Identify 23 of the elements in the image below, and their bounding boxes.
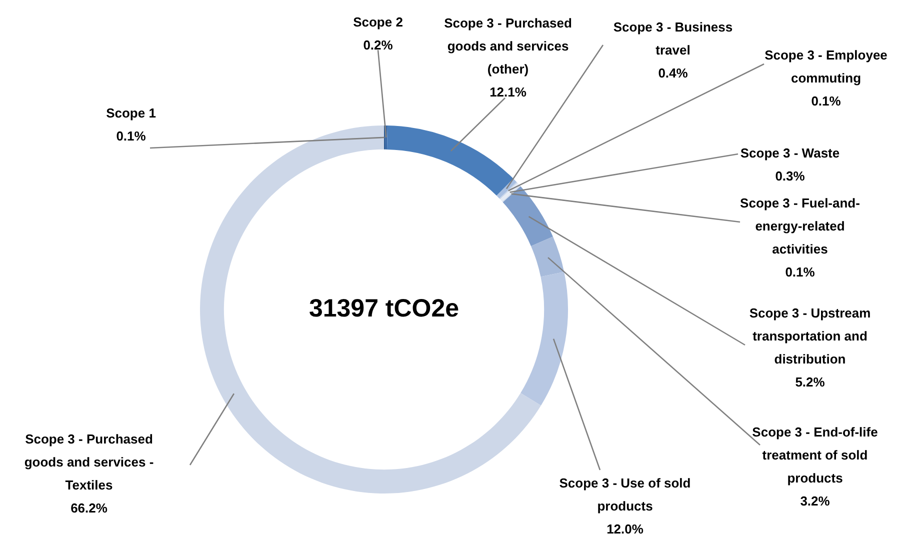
data-label: 0.1% (785, 264, 816, 280)
slice-label: Scope 3 - Upstream transportation and distribution (749, 306, 871, 367)
data-label: 0.1% (811, 94, 842, 109)
data-label: 12.1% (490, 84, 527, 100)
data-label: 0.2% (363, 38, 394, 53)
data-label: 66.2% (70, 500, 108, 516)
slice-label: Scope 3 - Employee commuting (764, 48, 888, 86)
slice-label: Scope 3 - Waste (740, 146, 840, 161)
slice-label: Scope 3 - Business travel (613, 20, 733, 58)
slice-label: Scope 1 (106, 106, 156, 121)
data-label: 0.1% (116, 128, 146, 144)
slice-label: Scope 3 - Purchased goods and services (other) (444, 16, 572, 77)
data-label: 12.0% (606, 522, 644, 537)
text: 31397 tCO2e (308, 294, 460, 322)
data-label: 5.2% (795, 374, 826, 390)
data-label: 0.3% (775, 168, 806, 184)
slice-label: Scope 3 - Fuel-and-energy-related activities (740, 196, 860, 257)
slice-label: Scope 2 (353, 14, 403, 30)
data-label: 3.2% (800, 494, 830, 509)
data-label: 0.4% (658, 66, 688, 81)
slice-label: Scope 3 - Use of sold products (559, 476, 691, 514)
slice-label: Scope 3 - Purchased goods and services - Textiles (24, 432, 154, 493)
slice-label: Scope 3 - End-of-life treatment of sold products (752, 424, 878, 486)
